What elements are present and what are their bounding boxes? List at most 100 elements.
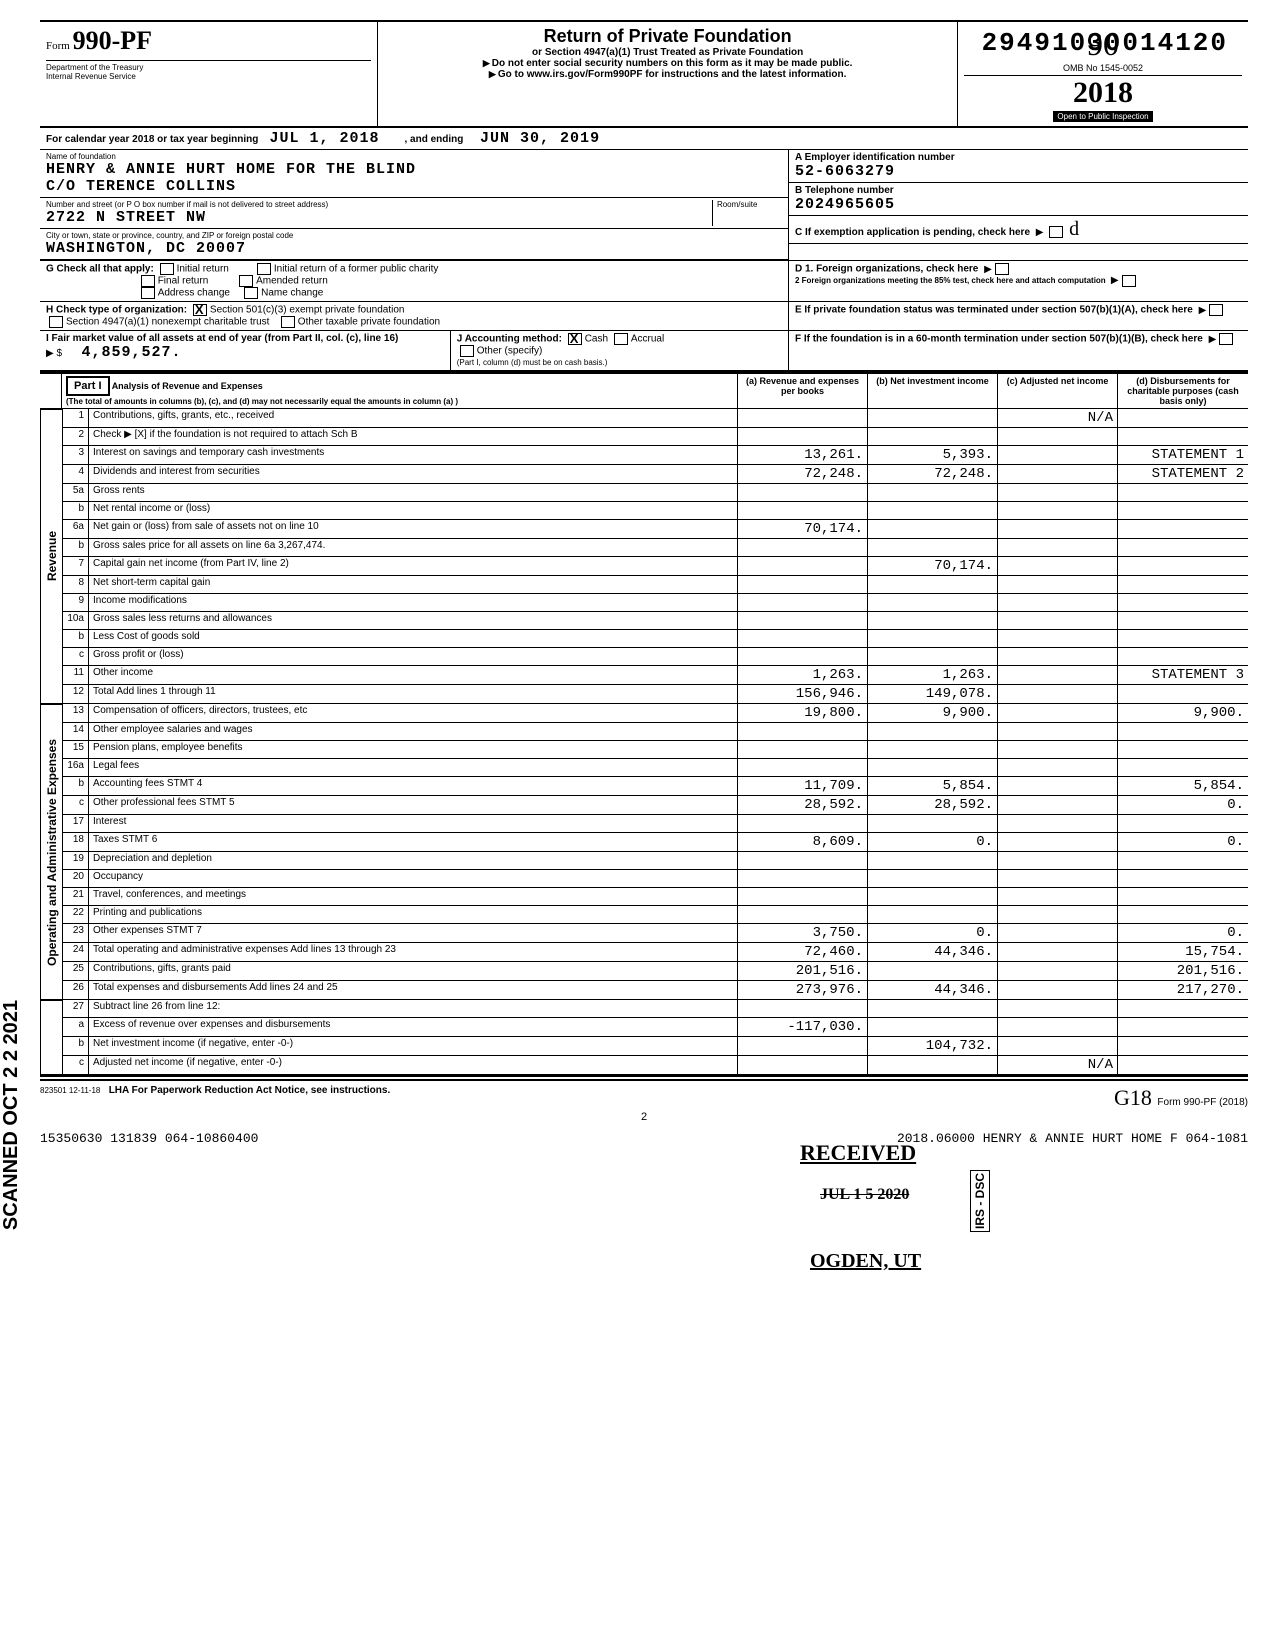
page-number: 2: [40, 1111, 1248, 1123]
col-c-value: [998, 852, 1118, 869]
col-a-value: [738, 906, 868, 923]
checkbox-amended[interactable]: [239, 275, 253, 287]
checkbox-addrchg[interactable]: [141, 287, 155, 299]
col-d-value: 15,754.: [1118, 943, 1248, 961]
col-b-value: [868, 741, 998, 758]
col-b-value: [868, 409, 998, 427]
table-row: 25Contributions, gifts, grants paid201,5…: [63, 962, 1248, 981]
line-number: 3: [63, 446, 89, 464]
col-d-value: [1118, 502, 1248, 519]
table-row: 19Depreciation and depletion: [63, 852, 1248, 870]
col-d-value: [1118, 484, 1248, 501]
col-c-value: [998, 759, 1118, 776]
col-c-value: [998, 630, 1118, 647]
col-b-value: 0.: [868, 924, 998, 942]
col-d-header: (d) Disbursements for charitable purpose…: [1118, 374, 1248, 408]
line-description: Gross rents: [89, 484, 738, 501]
checkbox-c[interactable]: [1049, 226, 1063, 238]
line-number: c: [63, 648, 89, 665]
received-date-stamp: JUL 1 5 2020: [820, 1186, 909, 1204]
city-label: City or town, state or province, country…: [46, 231, 782, 240]
checkbox-d1[interactable]: [995, 263, 1009, 275]
dln-number: 29491030014120: [982, 28, 1228, 58]
col-b-value: 72,248.: [868, 465, 998, 483]
table-row: 8Net short-term capital gain: [63, 576, 1248, 594]
scanned-stamp: SCANNED OCT 2 2 2021: [0, 1000, 23, 1230]
line-description: Excess of revenue over expenses and disb…: [89, 1018, 738, 1036]
line-number: 25: [63, 962, 89, 980]
col-d-value: 0.: [1118, 796, 1248, 814]
dept-treasury: Department of the Treasury Internal Reve…: [46, 60, 371, 81]
fmv-value: 4,859,527.: [81, 344, 181, 361]
room-suite-label: Room/suite: [717, 200, 782, 209]
col-b-value: [868, 962, 998, 980]
checkbox-final[interactable]: [141, 275, 155, 287]
checkbox-501c3[interactable]: [193, 304, 207, 316]
col-a-value: [738, 409, 868, 427]
col-d-value: 5,854.: [1118, 777, 1248, 795]
col-b-value: [868, 815, 998, 832]
col-d-value: [1118, 888, 1248, 905]
name-label: Name of foundation: [46, 152, 782, 161]
col-a-value: [738, 630, 868, 647]
checkbox-cash[interactable]: [568, 333, 582, 345]
table-row: 14Other employee salaries and wages: [63, 723, 1248, 741]
table-row: bGross sales price for all assets on lin…: [63, 539, 1248, 557]
col-c-header: (c) Adjusted net income: [998, 374, 1118, 408]
address-label: Number and street (or P O box number if …: [46, 200, 712, 209]
table-row: 17Interest: [63, 815, 1248, 833]
col-b-value: [868, 723, 998, 740]
line-description: Net rental income or (loss): [89, 502, 738, 519]
col-d-value: [1118, 1000, 1248, 1017]
line-description: Capital gain net income (from Part IV, l…: [89, 557, 738, 575]
line-description: Other expenses STMT 7: [89, 924, 738, 942]
line-description: Interest on savings and temporary cash i…: [89, 446, 738, 464]
line-description: Gross profit or (loss): [89, 648, 738, 665]
checkbox-other-method[interactable]: [460, 345, 474, 357]
line-number: 16a: [63, 759, 89, 776]
col-b-value: 44,346.: [868, 943, 998, 961]
col-a-header: (a) Revenue and expenses per books: [738, 374, 868, 408]
line-number: 12: [63, 685, 89, 703]
table-row: bLess Cost of goods sold: [63, 630, 1248, 648]
table-row: 20Occupancy: [63, 870, 1248, 888]
line-description: Occupancy: [89, 870, 738, 887]
checkbox-other-tax[interactable]: [281, 316, 295, 328]
expenses-side-label: Operating and Administrative Expenses: [40, 704, 62, 1000]
line-number: 6a: [63, 520, 89, 538]
checkbox-4947[interactable]: [49, 316, 63, 328]
revenue-section: Revenue 1Contributions, gifts, grants, e…: [40, 409, 1248, 704]
col-b-value: 0.: [868, 833, 998, 851]
checkbox-f[interactable]: [1219, 333, 1233, 345]
line-description: Travel, conferences, and meetings: [89, 888, 738, 905]
col-c-value: [998, 981, 1118, 999]
line-description: Interest: [89, 815, 738, 832]
footer-row: 823501 12-11-18 LHA For Paperwork Reduct…: [40, 1079, 1248, 1111]
line-description: Other professional fees STMT 5: [89, 796, 738, 814]
col-c-value: [998, 612, 1118, 629]
col-d-value: 0.: [1118, 833, 1248, 851]
table-row: 23Other expenses STMT 73,750.0.0.: [63, 924, 1248, 943]
col-b-value: [868, 428, 998, 445]
checkbox-accrual[interactable]: [614, 333, 628, 345]
checkbox-former[interactable]: [257, 263, 271, 275]
col-d-value: STATEMENT 3: [1118, 666, 1248, 684]
col-c-value: [998, 520, 1118, 538]
checkbox-namechg[interactable]: [244, 287, 258, 299]
col-a-value: [738, 428, 868, 445]
col-a-value: 19,800.: [738, 704, 868, 722]
line-number: 11: [63, 666, 89, 684]
checkbox-initial[interactable]: [160, 263, 174, 275]
arrow-icon: [1033, 227, 1044, 238]
checkbox-d2[interactable]: [1122, 275, 1136, 287]
col-b-value: [868, 502, 998, 519]
line-number: 17: [63, 815, 89, 832]
col-a-value: [738, 648, 868, 665]
d1-label: D 1. Foreign organizations, check here: [795, 264, 978, 275]
checkbox-e[interactable]: [1209, 304, 1223, 316]
col-d-value: [1118, 576, 1248, 593]
line-number: 10a: [63, 612, 89, 629]
ein-value: 52-6063279: [795, 163, 1242, 180]
line-description: Pension plans, employee benefits: [89, 741, 738, 758]
line-description: Compensation of officers, directors, tru…: [89, 704, 738, 722]
